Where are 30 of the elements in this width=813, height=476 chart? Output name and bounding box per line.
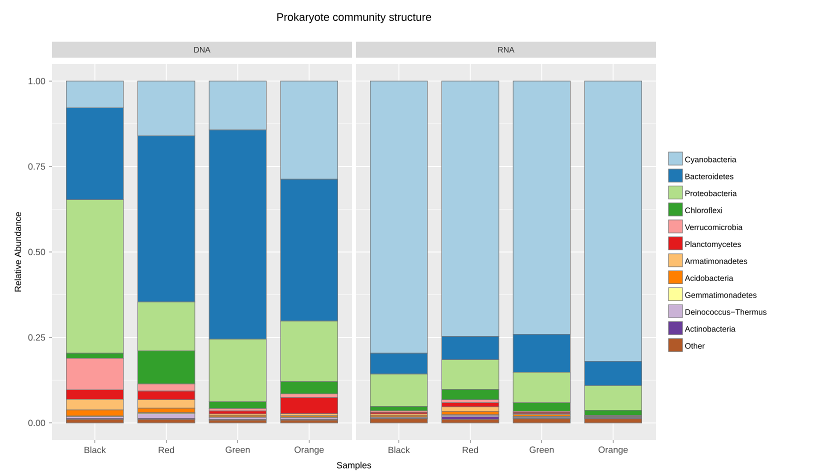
x-tick-label: Green <box>530 446 554 453</box>
legend-label: Verrucomicrobia <box>684 224 743 230</box>
x-tick-label: Red <box>462 446 478 454</box>
legend-label: Acidobacteria <box>684 275 734 281</box>
x-tick-label: Black <box>84 446 106 454</box>
legend-label: Actinobacteria <box>684 326 736 332</box>
legend-label: Armatimonadetes <box>684 258 748 264</box>
y-tick-label: 0.25 <box>28 334 46 341</box>
x-tick-label: Black <box>388 446 410 454</box>
x-tick-label: Green <box>226 446 250 453</box>
x-tick-label: Orange <box>294 446 324 455</box>
y-axis-title: Relative Abundance <box>14 212 22 292</box>
chart-title: DNA <box>194 47 210 53</box>
x-axis-title: Samples <box>336 462 372 470</box>
y-tick-label: 0.50 <box>28 248 46 256</box>
legend-label: Chloroflexi <box>685 207 722 214</box>
x-tick-label: Red <box>158 446 174 454</box>
legend-label: Planctomycetes <box>685 241 741 249</box>
text: Prokaryote community structure <box>277 12 432 24</box>
y-tick-label: 1.00 <box>28 78 46 84</box>
legend-label: Cyanobacteria <box>685 156 736 164</box>
legend-label: Other <box>685 342 705 349</box>
x-tick-label: Orange <box>598 446 628 455</box>
legend-label: Gemmatimonadetes <box>685 292 757 298</box>
legend-label: Proteobacteria <box>685 190 737 196</box>
legend-label: Deinococcus−Thermus <box>685 308 767 315</box>
y-tick-label: 0.00 <box>28 420 46 426</box>
legend-label: Bacteroidetes <box>685 173 734 180</box>
chart-title: RNA <box>498 47 514 53</box>
y-tick-label: 0.75 <box>28 163 46 170</box>
